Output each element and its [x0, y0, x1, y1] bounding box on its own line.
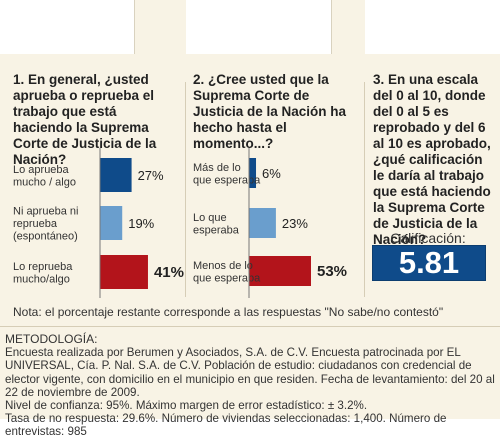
column-divider	[364, 82, 365, 297]
bar	[100, 158, 132, 192]
value-label: 41%	[154, 264, 184, 281]
category-label: Más de lo	[193, 162, 241, 174]
value-label: 27%	[138, 168, 164, 183]
category-label: Lo aprueba	[13, 164, 70, 176]
methodology: METODOLOGÍA: Encuesta realizada por Beru…	[5, 332, 495, 439]
question-1: 1. En general, ¿usted aprueba o reprueba…	[13, 72, 157, 167]
value-label: 23%	[282, 216, 308, 231]
category-label: Lo reprueba	[13, 261, 73, 273]
top-banner	[0, 0, 500, 54]
methodology-line: Nivel de confianza: 95%. Máximo margen d…	[5, 399, 368, 413]
score-value: 5.81	[372, 245, 486, 281]
methodology-title: METODOLOGÍA:	[5, 332, 98, 346]
category-label: reprueba	[13, 218, 58, 230]
category-label: Menos de lo	[193, 260, 253, 272]
bar	[100, 206, 123, 240]
section-divider	[0, 326, 500, 327]
bar	[249, 256, 311, 286]
bar	[249, 208, 276, 238]
value-label: 6%	[262, 166, 281, 181]
question-3: 3. En una escala del 0 al 10, donde del …	[373, 72, 491, 247]
category-label: mucho / algo	[13, 176, 76, 188]
category-label: (espontáneo)	[13, 231, 78, 243]
category-label: mucho/algo	[13, 273, 70, 285]
methodology-line: Encuesta realizada por Berumen y Asociad…	[5, 346, 495, 399]
category-label: esperaba	[193, 224, 240, 236]
value-label: 53%	[317, 263, 347, 280]
value-label: 19%	[128, 216, 154, 231]
category-label: que esperaba	[193, 174, 261, 186]
column-divider	[185, 82, 186, 297]
methodology-line: Tasa de no respuesta: 29.6%. Número de v…	[5, 412, 447, 439]
category-label: Ni aprueba ni	[13, 206, 78, 218]
footnote: Nota: el porcentaje restante corresponde…	[13, 305, 444, 319]
category-label: Lo que	[193, 212, 227, 224]
category-label: que esperaba	[193, 272, 261, 284]
score-label: Calificación:	[390, 230, 466, 246]
bar	[100, 255, 148, 289]
bar	[249, 158, 257, 188]
question-2: 2. ¿Cree usted que la Suprema Corte de J…	[193, 72, 347, 151]
